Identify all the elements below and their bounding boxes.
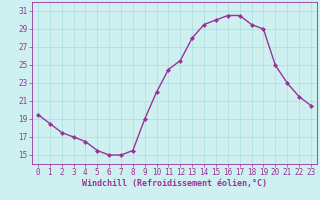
X-axis label: Windchill (Refroidissement éolien,°C): Windchill (Refroidissement éolien,°C)	[82, 179, 267, 188]
